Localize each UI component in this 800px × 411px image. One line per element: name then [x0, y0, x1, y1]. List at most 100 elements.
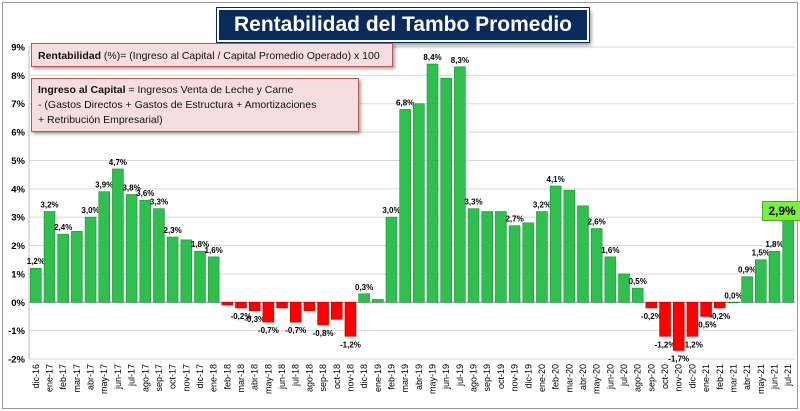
- bar: [618, 273, 630, 303]
- x-tick-label: jul-17: [127, 364, 137, 387]
- bar: [672, 301, 685, 351]
- bar: [604, 256, 617, 303]
- formula-label: Rentabilidad: [38, 50, 102, 62]
- x-tick-label: feb-21: [715, 364, 725, 390]
- data-label: -0,5%: [696, 320, 717, 329]
- bar: [125, 194, 138, 303]
- data-label: 0,3%: [355, 283, 373, 292]
- bar: [686, 301, 699, 337]
- data-label: 1,6%: [601, 246, 619, 255]
- x-tick-label: dic-20: [687, 364, 697, 389]
- bar: [262, 301, 275, 323]
- data-label: -0,7%: [285, 326, 306, 335]
- x-tick-label: ago-18: [304, 364, 314, 392]
- data-label: -0,8%: [313, 329, 334, 338]
- bar: [358, 293, 370, 303]
- x-tick-label: dic-18: [359, 364, 369, 389]
- bar: [385, 216, 398, 303]
- x-tick-label: ene-17: [45, 364, 55, 392]
- y-tick-label: 0%: [11, 298, 25, 309]
- bar: [344, 301, 357, 337]
- data-label: 2,3%: [164, 226, 182, 235]
- bar: [180, 239, 193, 303]
- x-tick-label: jun-21: [769, 364, 779, 390]
- x-tick-label: ene-18: [209, 364, 219, 392]
- bar: [508, 225, 521, 303]
- bar: [467, 208, 480, 303]
- x-tick-label: abr-19: [414, 364, 424, 390]
- bar: [768, 250, 781, 303]
- bar: [330, 301, 343, 320]
- data-label: 0,0%: [724, 291, 742, 300]
- y-tick-label: 9%: [11, 43, 25, 54]
- y-tick-label: 4%: [11, 184, 25, 195]
- x-tick-label: may-18: [263, 364, 273, 394]
- x-tick-label: dic-17: [195, 364, 205, 389]
- data-label: 1,5%: [752, 249, 770, 258]
- x-tick-label: ene-20: [537, 364, 547, 392]
- bar: [399, 109, 411, 303]
- x-tick-label: jul-19: [455, 364, 465, 387]
- bar: [700, 301, 712, 317]
- x-tick-label: feb-20: [551, 364, 561, 390]
- x-tick-label: jun-19: [441, 364, 451, 390]
- x-tick-label: jul-20: [619, 364, 629, 387]
- data-label: 3,0%: [382, 206, 400, 215]
- x-tick-label: mar-18: [236, 364, 246, 393]
- data-label: 8,4%: [423, 53, 441, 62]
- x-tick-label: ene-21: [701, 364, 711, 392]
- bar: [549, 185, 562, 303]
- x-tick-label: jun-17: [113, 364, 123, 390]
- bar: [454, 66, 466, 303]
- bar: [248, 301, 261, 312]
- bar: [71, 231, 83, 303]
- bar: [221, 301, 234, 306]
- bar: [98, 191, 111, 303]
- bar: [30, 267, 42, 303]
- x-tick-label: ago-19: [469, 364, 479, 392]
- x-tick-label: may-21: [756, 364, 766, 394]
- bar: [194, 250, 206, 303]
- chart-title: Rentabilidad del Tambo Promedio: [217, 8, 589, 42]
- x-tick-label: ago-17: [140, 364, 150, 392]
- last-value-badge: 2,9%: [762, 201, 800, 221]
- bar: [372, 299, 384, 303]
- data-label: 1,6%: [205, 246, 223, 255]
- bar: [522, 222, 535, 303]
- bar: [727, 301, 740, 304]
- definition-note: Ingreso al Capital = Ingresos Venta de L…: [31, 78, 359, 132]
- bar: [536, 211, 548, 303]
- y-tick-label: 1%: [11, 269, 25, 280]
- x-tick-label: sep-17: [154, 364, 164, 392]
- data-label: 4,1%: [547, 175, 565, 184]
- bar: [317, 301, 329, 326]
- data-label: 3,2%: [533, 201, 551, 210]
- x-tick-label: oct-18: [332, 364, 342, 389]
- bar: [631, 287, 644, 303]
- bar: [495, 211, 507, 303]
- y-tick-label: 3%: [11, 213, 25, 224]
- x-tick-label: jun-18: [277, 364, 287, 390]
- data-label: -0,3%: [244, 315, 265, 324]
- x-tick-label: oct-17: [168, 364, 178, 389]
- x-tick-label: may-20: [592, 364, 602, 394]
- definition-line-3: + Retribución Empresarial): [38, 114, 163, 126]
- bar: [153, 208, 165, 303]
- data-label: -0,2%: [709, 312, 730, 321]
- data-label: -0,2%: [231, 312, 252, 321]
- x-tick-label: dic-16: [31, 364, 41, 389]
- bar: [413, 103, 425, 303]
- bar: [755, 259, 767, 303]
- data-label: 1,2%: [27, 257, 45, 266]
- x-tick-label: abr-18: [250, 364, 260, 390]
- x-tick-label: sep-18: [318, 364, 328, 392]
- data-label: 2,7%: [505, 215, 523, 224]
- y-tick-label: -2%: [8, 355, 25, 366]
- definition-text-1: = Ingresos Venta de Leche y Carne: [125, 84, 294, 96]
- data-label: 0,5%: [629, 277, 647, 286]
- y-tick-label: 2%: [11, 241, 25, 252]
- x-tick-label: jul-18: [291, 364, 301, 387]
- x-tick-label: feb-18: [222, 364, 232, 390]
- x-tick-label: ene-19: [373, 364, 383, 392]
